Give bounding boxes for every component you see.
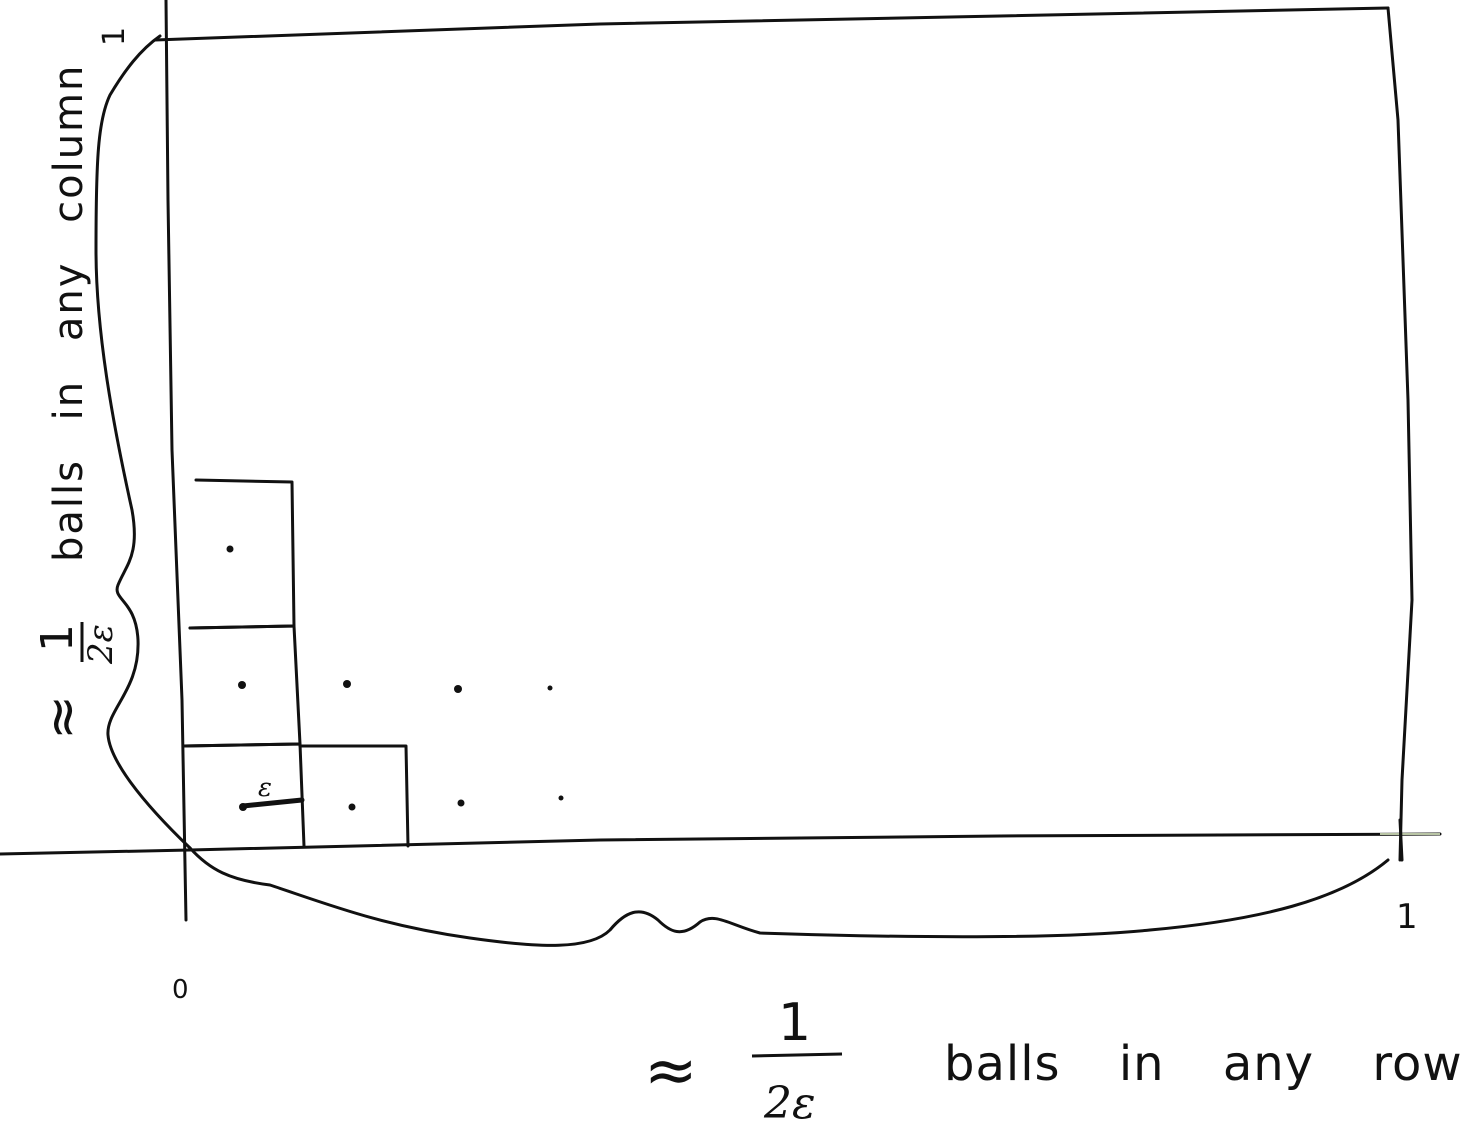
- ball-center-r1-c2: [343, 680, 351, 688]
- column-label-text: balls in any column: [46, 64, 92, 562]
- ball-center-r0-c2: [348, 803, 356, 811]
- x-end-tick: [1398, 818, 1404, 862]
- row-fraction-numerator: 1: [778, 993, 811, 1053]
- row-fraction-bar: [751, 1052, 843, 1058]
- column-brace: [94, 34, 192, 850]
- ball-center-r1-c3: [454, 685, 462, 693]
- x-axis: [0, 832, 1442, 856]
- x-end-label: 1: [1396, 897, 1418, 937]
- box-row0-col1: [182, 742, 306, 848]
- y-axis: [164, 0, 188, 922]
- row-approx-symbol: ≈: [644, 1034, 698, 1108]
- row-fraction-denominator: 2ε: [763, 1078, 816, 1127]
- ball-center-r0-c4: [558, 795, 564, 801]
- y-end-label: 1: [97, 27, 132, 46]
- column-count-label: ≈ 1 2ε balls in any column: [30, 64, 121, 740]
- row-brace: [188, 846, 1390, 947]
- ball-center-r1-c1: [238, 681, 246, 689]
- ball-center-r1-c4: [547, 685, 553, 691]
- box-row2-col1: [188, 478, 296, 630]
- column-fraction-numerator: 1: [32, 624, 83, 652]
- square-right-edge: [1386, 6, 1414, 862]
- square-top-edge: [153, 6, 1390, 42]
- column-approx-symbol: ≈: [30, 695, 93, 740]
- column-fraction-denominator: 2ε: [81, 624, 121, 665]
- ball-center-r0-c3: [457, 799, 465, 807]
- epsilon-radius-segment: [240, 797, 305, 809]
- row-count-label: ≈ 1 2ε balls in any row: [644, 993, 1463, 1127]
- box-row0-col2: [298, 744, 410, 848]
- ball-center-r2-c1: [226, 545, 234, 553]
- epsilon-label: ε: [258, 773, 272, 803]
- row-label-text: balls in any row: [944, 1036, 1463, 1092]
- origin-label: 0: [172, 975, 189, 1005]
